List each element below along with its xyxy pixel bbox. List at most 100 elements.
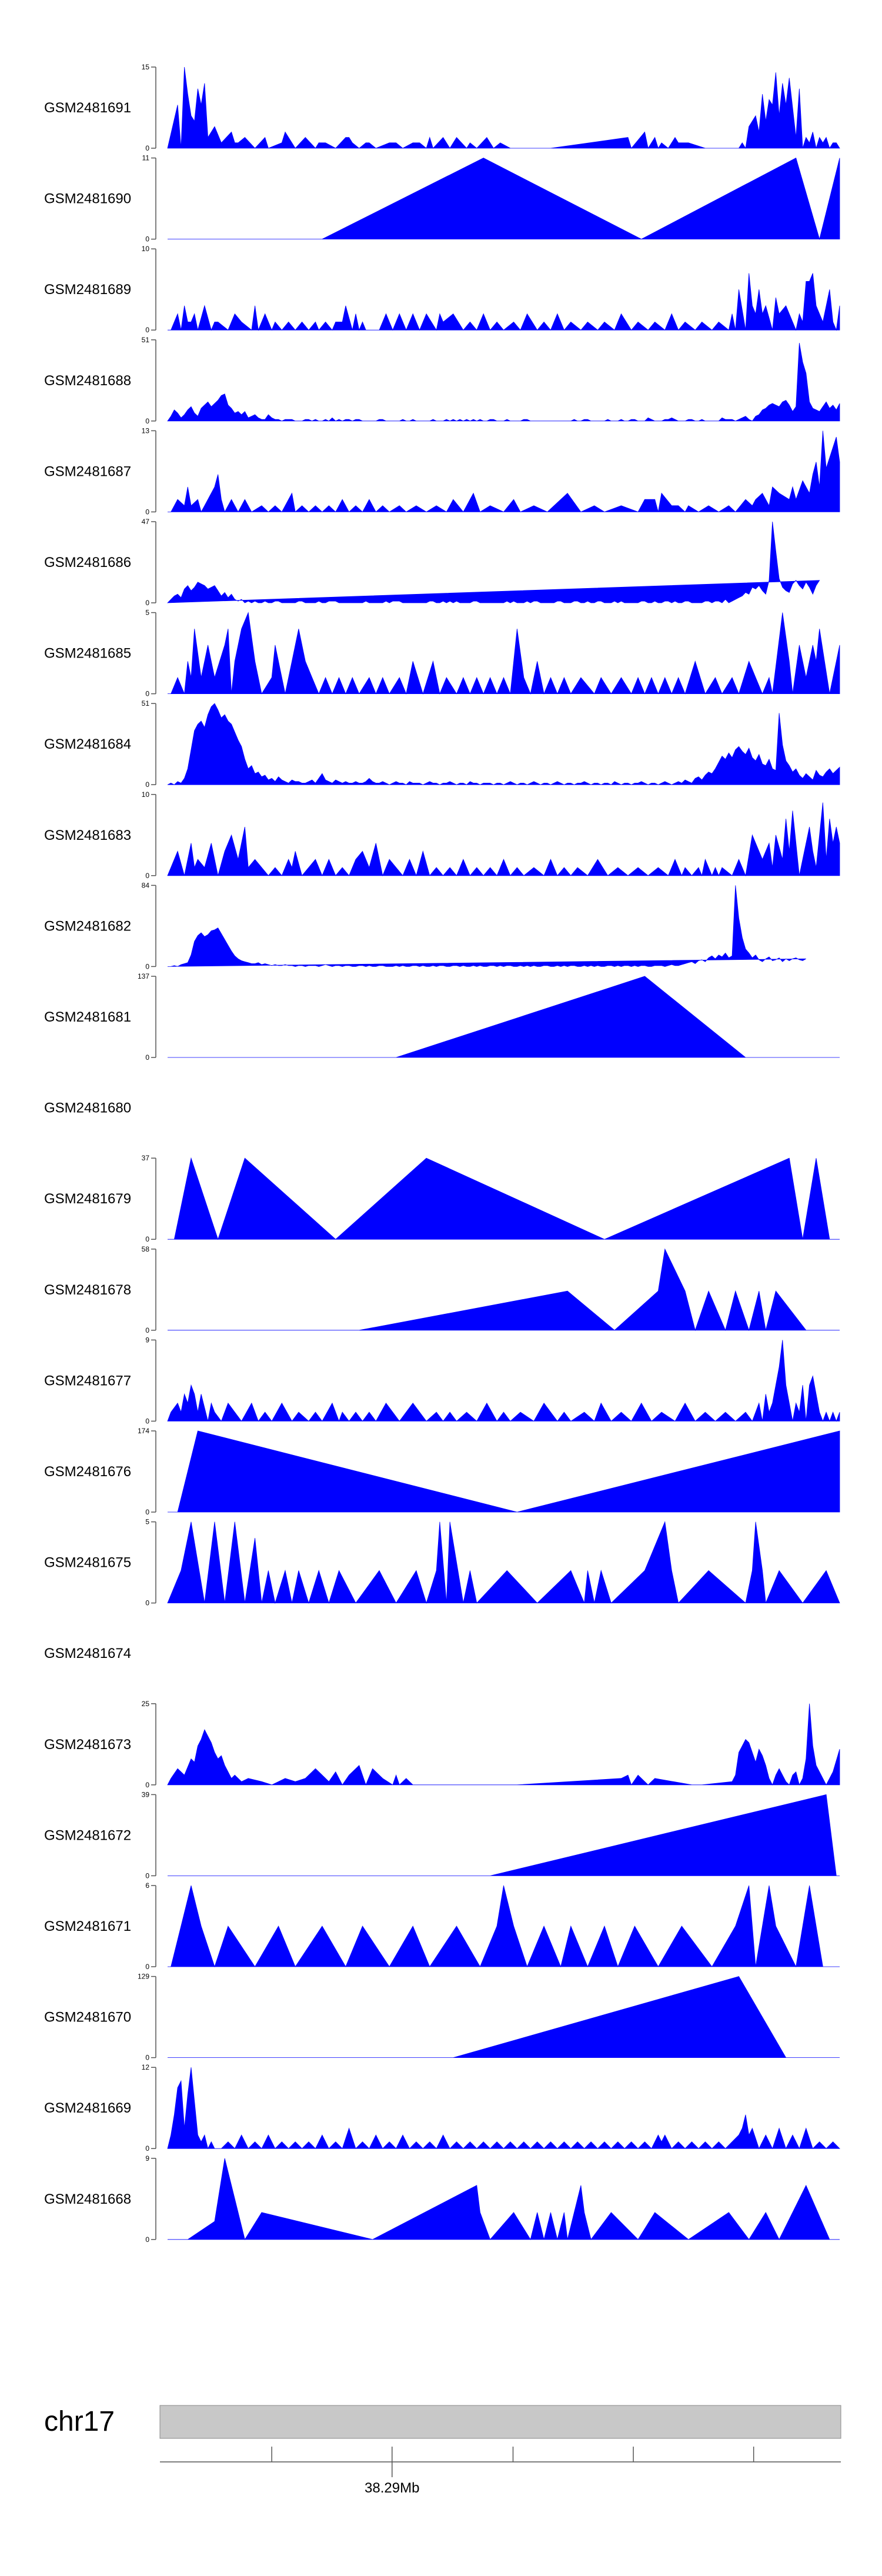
track-GSM2481675: GSM2481675 5 0	[44, 1518, 840, 1607]
track-label: GSM2481669	[44, 2100, 131, 2116]
track-label: GSM2481671	[44, 1918, 131, 1934]
y-axis-max-label: 10	[142, 790, 150, 799]
track-label: GSM2481668	[44, 2191, 131, 2207]
y-axis-max-label: 15	[142, 63, 150, 71]
track-label: GSM2481678	[44, 1282, 131, 1298]
y-axis-zero-label: 0	[145, 1781, 149, 1789]
track-label: GSM2481680	[44, 1100, 131, 1116]
y-axis-max-label: 9	[145, 1336, 149, 1344]
track-GSM2481676: GSM2481676 174 0	[44, 1427, 840, 1516]
track-GSM2481683: GSM2481683 10 0	[44, 790, 840, 880]
y-axis-zero-label: 0	[145, 417, 149, 425]
track-GSM2481672: GSM2481672 39 0	[44, 1790, 840, 1880]
track-GSM2481686: GSM2481686 47 0	[44, 518, 820, 607]
track-label: GSM2481683	[44, 827, 131, 843]
coverage-area	[168, 1794, 840, 1876]
track-label: GSM2481684	[44, 736, 131, 752]
track-GSM2481685: GSM2481685 5 0	[44, 609, 840, 698]
y-axis-max-label: 51	[142, 699, 150, 708]
y-axis-zero-label: 0	[145, 1053, 149, 1062]
coverage-area	[168, 2158, 840, 2240]
genome-ticks	[271, 2447, 754, 2477]
y-axis-zero-label: 0	[145, 1963, 149, 1971]
track-label: GSM2481688	[44, 373, 131, 389]
y-axis-zero-label: 0	[145, 872, 149, 880]
track-GSM2481668: GSM2481668 9 0	[44, 2154, 840, 2244]
track-GSM2481688: GSM2481688 51 0	[44, 336, 840, 425]
ideogram-bar	[159, 2405, 841, 2439]
coordinate-label: 38.29Mb	[365, 2480, 419, 2496]
y-axis-max-label: 37	[142, 1154, 150, 1162]
coverage-area	[168, 1976, 840, 2058]
coverage-area	[167, 66, 840, 149]
y-axis-zero-label: 0	[145, 326, 149, 334]
track-label: GSM2481686	[44, 555, 131, 570]
track-GSM2481674: GSM2481674	[44, 1646, 131, 1661]
coverage-area	[167, 802, 840, 877]
y-axis-max-label: 137	[138, 972, 149, 980]
y-axis-max-label: 84	[142, 881, 150, 889]
y-axis-zero-label: 0	[145, 1235, 149, 1243]
y-axis-zero-label: 0	[145, 1417, 149, 1425]
y-axis-zero-label: 0	[145, 508, 149, 516]
y-axis-max-label: 11	[142, 154, 150, 162]
track-label: GSM2481690	[44, 191, 131, 207]
y-axis-max-label: 39	[142, 1790, 150, 1798]
y-axis-max-label: 51	[142, 336, 150, 344]
track-GSM2481687: GSM2481687 13 0	[44, 426, 840, 516]
y-axis-max-label: 12	[142, 2063, 150, 2071]
y-axis-zero-label: 0	[145, 690, 149, 698]
track-label: GSM2481674	[44, 1646, 131, 1661]
tracks-layer: GSM2481691150GSM2481690110GSM2481689100G…	[44, 63, 840, 2244]
chromosome-label: chr17	[44, 2406, 115, 2437]
track-label: GSM2481675	[44, 1555, 131, 1571]
y-axis-max-label: 10	[142, 245, 150, 253]
coverage-area	[167, 1703, 840, 1786]
track-GSM2481679: GSM2481679 37 0	[44, 1154, 840, 1243]
track-GSM2481671: GSM2481671 6 0	[44, 1881, 840, 1971]
track-GSM2481681: GSM2481681 137 0	[44, 972, 840, 1062]
y-axis-zero-label: 0	[145, 1508, 149, 1516]
track-label: GSM2481672	[44, 1827, 131, 1843]
coverage-area	[167, 885, 806, 967]
y-axis-max-label: 129	[138, 1973, 149, 1981]
coverage-area	[167, 1521, 840, 1604]
track-label: GSM2481681	[44, 1009, 131, 1025]
y-axis-zero-label: 0	[145, 599, 149, 607]
coverage-area	[168, 158, 840, 241]
track-label: GSM2481673	[44, 1737, 131, 1753]
track-label: GSM2481682	[44, 918, 131, 934]
track-label: GSM2481677	[44, 1373, 131, 1389]
y-axis-zero-label: 0	[145, 1326, 149, 1334]
y-axis-zero-label: 0	[145, 2054, 149, 2062]
y-axis-zero-label: 0	[145, 235, 149, 243]
track-GSM2481689: GSM2481689 10 0	[44, 245, 840, 334]
y-axis-max-label: 13	[142, 426, 150, 435]
track-GSM2481670: GSM2481670 129 0	[44, 1973, 840, 2062]
y-axis-zero-label: 0	[145, 962, 149, 970]
y-axis-max-label: 5	[145, 609, 149, 617]
y-axis-max-label: 58	[142, 1245, 150, 1253]
coverage-area	[167, 521, 820, 603]
y-axis-max-label: 47	[142, 518, 150, 526]
coverage-area	[167, 2067, 840, 2150]
track-label: GSM2481676	[44, 1464, 131, 1480]
coverage-area	[168, 976, 840, 1058]
y-axis-zero-label: 0	[145, 1599, 149, 1607]
chromosome-ideogram: chr17 38.29Mb	[44, 2405, 841, 2496]
y-axis-max-label: 25	[142, 1700, 150, 1708]
track-label: GSM2481689	[44, 282, 131, 298]
track-label: GSM2481685	[44, 646, 131, 662]
track-GSM2481669: GSM2481669 12 0	[44, 2063, 840, 2153]
coverage-area	[168, 612, 840, 695]
track-label: GSM2481691	[44, 100, 131, 116]
y-axis-max-label: 9	[145, 2154, 149, 2163]
coverage-area	[168, 1248, 840, 1332]
track-label: GSM2481687	[44, 463, 131, 479]
coverage-area	[167, 343, 840, 422]
coverage-area	[168, 431, 840, 513]
track-GSM2481680: GSM2481680	[44, 1100, 131, 1116]
track-label: GSM2481670	[44, 2010, 131, 2026]
coverage-area	[168, 1157, 840, 1240]
